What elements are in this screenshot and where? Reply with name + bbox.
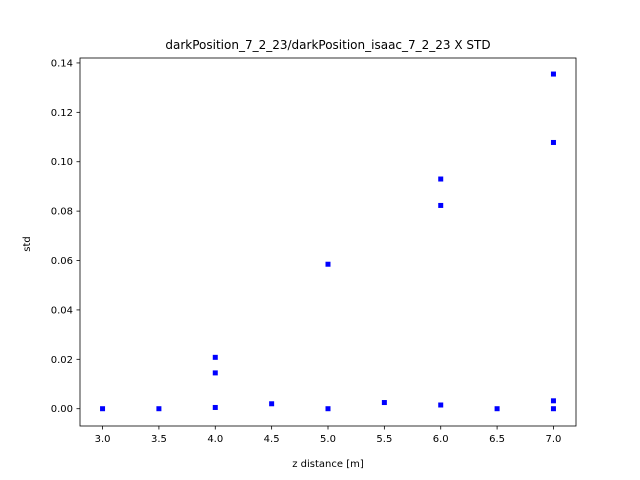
x-tick-label: 4.0 bbox=[207, 434, 223, 445]
data-point bbox=[381, 400, 387, 406]
x-tick-label: 3.0 bbox=[95, 434, 111, 445]
x-tick-label: 7.0 bbox=[546, 434, 562, 445]
data-point bbox=[100, 406, 106, 412]
data-point bbox=[550, 139, 556, 145]
data-point bbox=[438, 176, 444, 182]
data-point bbox=[550, 398, 556, 404]
y-tick-label: 0.08 bbox=[51, 207, 73, 218]
data-point bbox=[212, 404, 218, 410]
x-tick-label: 4.5 bbox=[264, 434, 280, 445]
data-point bbox=[156, 406, 162, 412]
plot-area: 3.0 3.5 4.0 4.5 5.0 5.5 6.0 6.5 7.0 0.00 0.02 0.04 0… bbox=[51, 57, 577, 445]
data-point bbox=[494, 406, 500, 412]
x-tick-label: 5.0 bbox=[320, 434, 336, 445]
chart-title: darkPosition_7_2_23/darkPosition_isaac_7… bbox=[165, 38, 490, 52]
x-tick-label: 5.5 bbox=[376, 434, 392, 445]
data-point bbox=[438, 202, 444, 208]
y-tick-label: 0.10 bbox=[51, 157, 73, 168]
y-tick-label: 0.00 bbox=[51, 404, 73, 415]
x-tick-label: 6.5 bbox=[489, 434, 505, 445]
y-tick-label: 0.06 bbox=[51, 256, 73, 267]
data-point bbox=[212, 354, 218, 360]
data-point bbox=[438, 402, 444, 408]
y-tick-label: 0.12 bbox=[51, 108, 73, 119]
y-axis-title: std bbox=[22, 236, 33, 251]
data-point bbox=[325, 261, 331, 267]
data-point bbox=[212, 370, 218, 376]
data-point bbox=[550, 71, 556, 77]
y-tick-label: 0.02 bbox=[51, 355, 73, 366]
data-point bbox=[325, 406, 331, 412]
y-tick-label: 0.14 bbox=[51, 58, 73, 69]
y-tick-label: 0.04 bbox=[51, 305, 73, 316]
x-axis-title: z distance [m] bbox=[292, 459, 364, 470]
data-point bbox=[550, 406, 556, 412]
data-point bbox=[269, 401, 275, 407]
x-tick-label: 6.0 bbox=[433, 434, 449, 445]
x-tick-label: 3.5 bbox=[151, 434, 167, 445]
